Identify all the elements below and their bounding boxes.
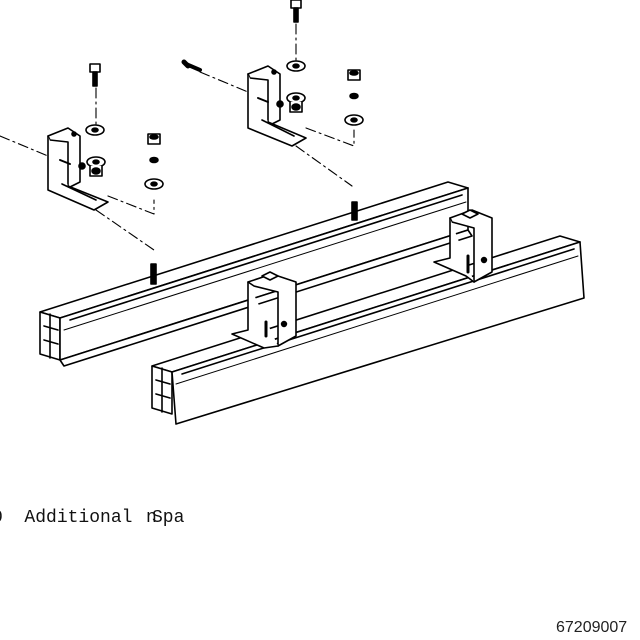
caption-overlap-b: Spa xyxy=(152,508,185,528)
pin-left xyxy=(59,159,86,170)
threaded-stud-right xyxy=(351,201,358,221)
bolt-left xyxy=(89,63,101,87)
mounted-bracket-right xyxy=(433,209,493,283)
caption-label: 0 Additional xyxy=(0,508,132,528)
washer-left-b xyxy=(149,156,159,164)
nut-left-stack xyxy=(86,156,106,177)
washer-left-c xyxy=(144,178,164,190)
exploded-bracket-right xyxy=(247,65,307,147)
washer-right-c xyxy=(344,114,364,126)
threaded-stud-left xyxy=(150,263,157,285)
mounted-bracket-left xyxy=(231,271,297,349)
washer-right-b xyxy=(349,92,359,100)
nut-top-stack xyxy=(286,92,306,113)
caption-number: 0 xyxy=(0,508,3,528)
caption-overlap-a: n xyxy=(146,508,157,528)
nut-left-a xyxy=(147,133,161,145)
washer-left-upper xyxy=(85,124,105,136)
drawing-code: 67209007 xyxy=(556,619,628,636)
pin-right xyxy=(257,97,284,108)
exploded-bracket-left xyxy=(47,127,109,211)
washer-top-upper xyxy=(286,60,306,72)
bolt-horizontal xyxy=(181,59,202,72)
bolt-top xyxy=(290,0,302,23)
assembly-centerlines xyxy=(0,23,355,251)
rear-support-rail xyxy=(39,181,473,367)
caption-text: Additional xyxy=(24,508,133,528)
nut-right-a xyxy=(347,69,361,81)
